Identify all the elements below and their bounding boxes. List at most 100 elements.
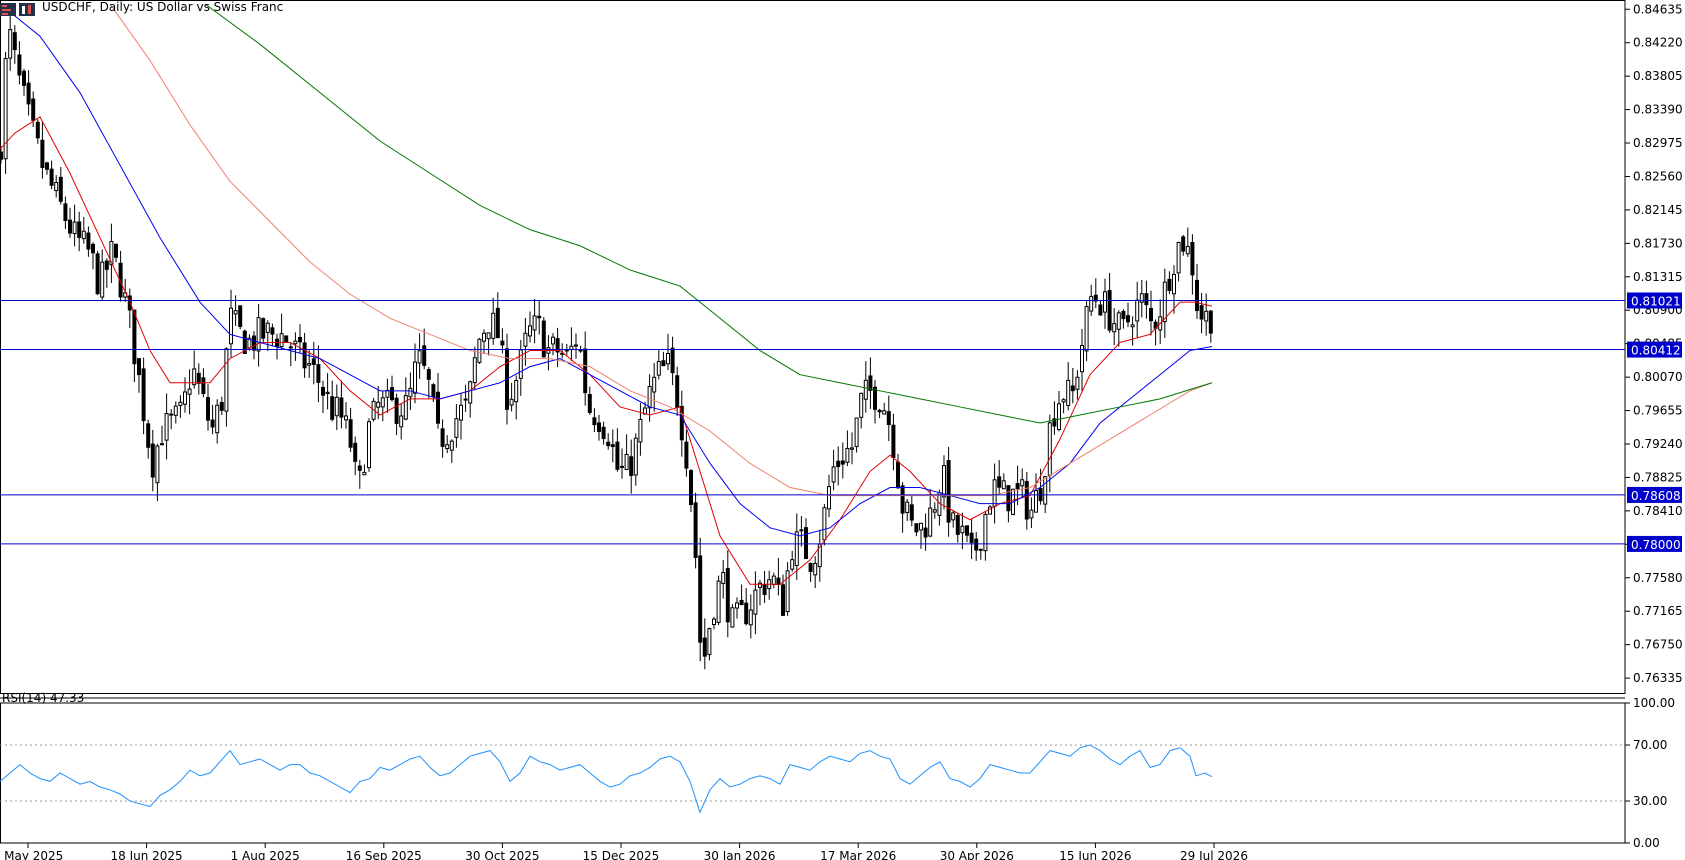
candle-bull	[454, 418, 459, 438]
candle-bear	[670, 347, 675, 374]
candle-bull	[169, 413, 174, 416]
candle-bear	[141, 368, 146, 422]
candle-bull	[155, 445, 160, 484]
candle-bear	[1093, 294, 1098, 302]
price-axis-label: 0.80070	[1633, 370, 1683, 384]
candle-bear	[1015, 483, 1020, 490]
candle-bull	[983, 513, 988, 552]
candle-bull	[1084, 306, 1089, 352]
candle-bull	[514, 380, 519, 403]
candle-bear	[146, 423, 151, 448]
candle-bull	[845, 447, 850, 463]
candle-bear	[137, 358, 141, 376]
candle-bull	[233, 310, 238, 315]
candle-bear	[610, 444, 615, 448]
candle-bear	[63, 203, 68, 222]
candle-bear	[68, 219, 72, 234]
candle-bull	[3, 58, 8, 160]
candle-bear	[564, 349, 569, 352]
candle-bull	[932, 509, 937, 513]
candle-bear	[1167, 278, 1172, 291]
candle-bull	[1001, 480, 1006, 490]
candle-bear	[1181, 236, 1186, 252]
candle-bull	[164, 413, 169, 441]
level-price-tag	[1627, 341, 1682, 358]
candle-bull	[229, 307, 233, 345]
candle-bull	[81, 230, 86, 240]
price-axis-label: 0.78825	[1633, 470, 1683, 484]
candle-bear	[22, 70, 26, 86]
candle-bull	[528, 325, 532, 337]
candle-bear	[495, 307, 500, 339]
moving-average-line-ma_long	[204, 3, 1213, 424]
candle-bear	[357, 465, 362, 471]
candle-bear	[1149, 307, 1153, 322]
candle-bear	[1208, 310, 1213, 334]
price-axis-label: 0.82975	[1633, 136, 1683, 150]
chart-menu-icon[interactable]	[0, 1, 16, 16]
candle-bull	[652, 376, 657, 393]
candle-bear	[597, 422, 601, 432]
candle-bull	[919, 522, 923, 531]
candle-bull	[509, 398, 514, 406]
candle-bear	[1190, 241, 1195, 276]
candle-bull	[771, 575, 776, 586]
candle-bull	[1135, 299, 1140, 322]
rsi-axis-label: 30.00	[1633, 794, 1667, 808]
candle-bull	[173, 405, 178, 416]
price-axis-label: 0.78410	[1633, 504, 1683, 518]
candle-bear	[35, 121, 40, 139]
candle-bull	[54, 181, 59, 192]
moving-average-line-ma_slow_light	[109, 3, 1213, 497]
price-panel-frame	[0, 0, 1626, 694]
candle-bull	[293, 340, 298, 345]
candle-bull	[1204, 310, 1209, 322]
price-axis-label: 0.81730	[1633, 236, 1683, 250]
rsi-panel-frame	[0, 702, 1626, 844]
candle-bear	[1199, 305, 1204, 320]
candle-bull	[413, 361, 417, 394]
level-price-label: 0.78608	[1631, 489, 1681, 503]
time-axis-label: 1 Aug 2025	[231, 849, 300, 860]
candle-bull	[523, 332, 528, 347]
candle-bull	[187, 388, 192, 395]
candle-bull	[362, 471, 367, 476]
candle-bear	[26, 82, 31, 105]
candle-bull	[1185, 246, 1190, 255]
candle-bull	[1066, 379, 1071, 406]
candle-bull	[192, 368, 197, 386]
candle-bear	[12, 32, 17, 51]
candle-bear	[1070, 385, 1075, 392]
candle-bull	[716, 580, 721, 623]
candle-bear	[1006, 485, 1011, 512]
candle-bear	[440, 428, 445, 447]
candle-bear	[270, 327, 275, 335]
trading-icon[interactable]	[19, 1, 35, 16]
candle-bull	[8, 29, 13, 59]
candle-bear	[219, 402, 224, 411]
candle-bull	[905, 501, 910, 513]
candle-bear	[601, 426, 606, 440]
candle-bull	[1029, 509, 1034, 519]
candle-bear	[997, 476, 1002, 488]
candle-bear	[781, 584, 785, 616]
candle-bull	[1043, 476, 1048, 505]
candle-bull	[1080, 344, 1084, 373]
candle-bear	[914, 523, 919, 533]
candle-bull	[633, 437, 638, 476]
candle-bull	[1112, 323, 1117, 333]
level-price-label: 0.78000	[1631, 538, 1681, 552]
candle-bull	[850, 447, 854, 450]
candle-bear	[762, 584, 767, 595]
candle-bear	[606, 441, 611, 447]
candle-bull	[482, 332, 486, 342]
candle-bear	[284, 335, 289, 344]
candle-bear	[804, 527, 808, 560]
candle-bear	[201, 377, 206, 395]
candle-bear	[206, 397, 210, 421]
rsi-axis-label: 100.00	[1633, 696, 1675, 710]
candle-bull	[712, 618, 716, 625]
price-axis-label: 0.76335	[1633, 671, 1683, 685]
candle-bull	[486, 332, 491, 340]
